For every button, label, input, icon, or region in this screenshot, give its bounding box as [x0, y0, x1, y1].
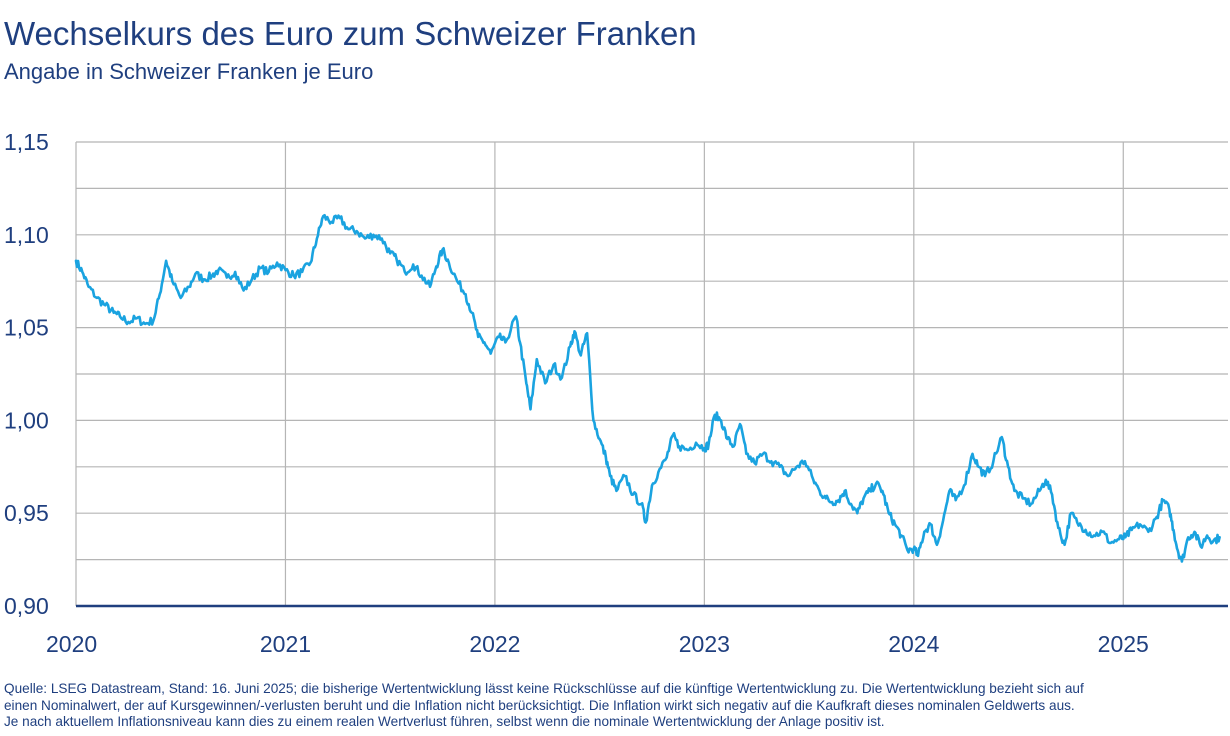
y-tick-label: 0,90 — [4, 593, 49, 619]
y-tick-label: 1,05 — [4, 315, 49, 341]
x-tick-label: 2024 — [888, 631, 939, 657]
series-layer — [74, 213, 1221, 563]
x-tick-label: 2022 — [469, 631, 520, 657]
y-tick-label: 1,00 — [4, 407, 49, 433]
x-tick-labels: 2020 2021 2022 2023 2024 2025 — [46, 631, 1149, 657]
source-line: Quelle: LSEG Datastream, Stand: 16. Juni… — [4, 681, 1084, 696]
series-line — [74, 213, 1221, 563]
y-tick-labels: 0,90 0,95 1,00 1,05 1,10 1,15 — [4, 129, 49, 619]
source-line: einen Nominalwert, der auf Kursgewinnen/… — [4, 697, 1075, 713]
y-tick-label: 1,15 — [4, 129, 49, 155]
x-tick-label: 2023 — [679, 631, 730, 657]
chart-title: Wechselkurs des Euro zum Schweizer Frank… — [4, 15, 697, 52]
source-line: Je nach aktuellem Inflationsniveau kann … — [4, 714, 885, 729]
x-tick-label: 2025 — [1098, 631, 1149, 657]
y-tick-label: 1,10 — [4, 222, 49, 248]
x-tick-label: 2020 — [46, 631, 97, 657]
chart-subtitle: Angabe in Schweizer Franken je Euro — [4, 59, 374, 84]
grid-layer — [75, 141, 1228, 606]
exchange-rate-chart: 0,900,951,001,051,101,15 2020 2021 2022 202… — [4, 129, 1228, 657]
x-tick-label: 2021 — [260, 631, 311, 657]
y-tick-label: 0,95 — [4, 500, 49, 526]
source-note: Quelle: LSEG Datastream, Stand: 16. Juni… — [4, 681, 1226, 731]
